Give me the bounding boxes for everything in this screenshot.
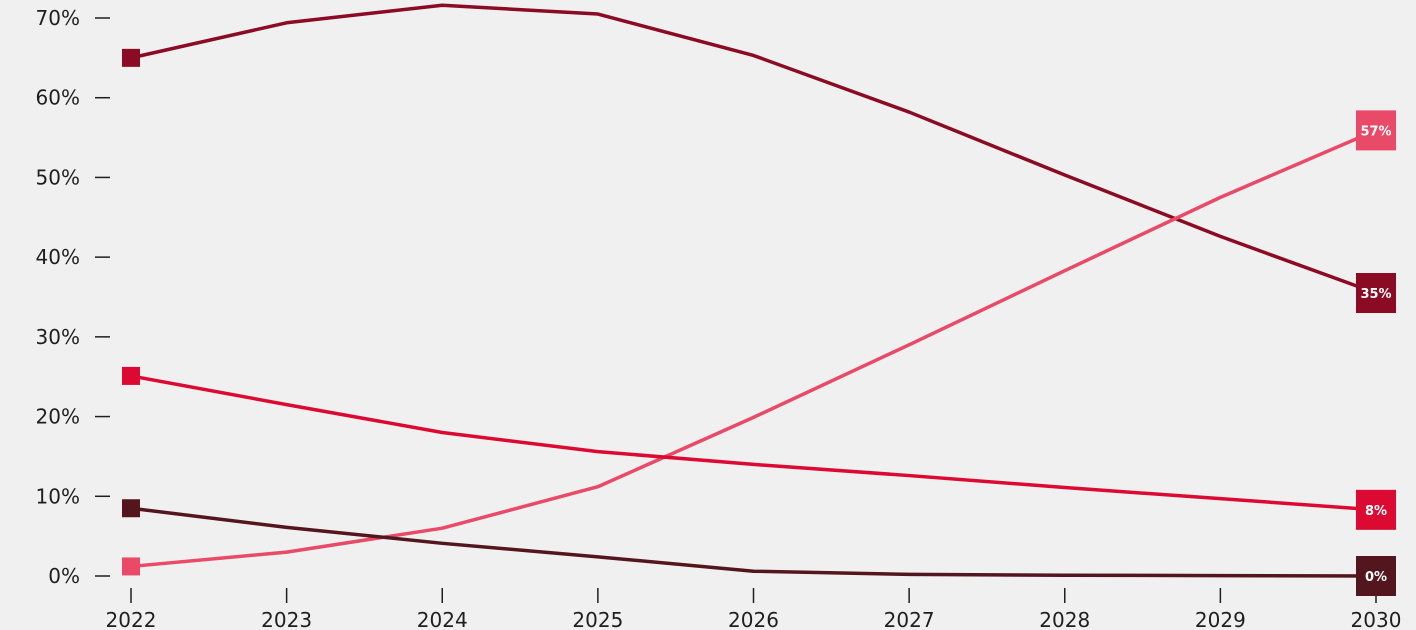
x-tick-label: 2023	[261, 608, 312, 630]
series-line-4	[131, 508, 1376, 576]
series-start-marker	[122, 557, 140, 575]
end-label-layer: 35% 57% 8% 0%	[1356, 110, 1396, 596]
end-value-label: 8%	[1365, 504, 1387, 519]
series-line-1	[131, 5, 1376, 293]
series-start-marker	[122, 367, 140, 385]
x-tick-label: 2030	[1351, 608, 1402, 630]
x-tick-label: 2026	[728, 608, 779, 630]
x-tick-label: 2028	[1039, 608, 1090, 630]
y-tick-label: 70%	[36, 6, 80, 30]
x-tick-label: 2022	[106, 608, 157, 630]
y-tick-label: 0%	[48, 564, 80, 588]
series-layer	[122, 5, 1376, 576]
end-value-badge: 0%	[1356, 556, 1396, 596]
y-tick-label: 10%	[36, 484, 80, 508]
end-value-badge: 8%	[1356, 490, 1396, 530]
y-tick-label: 50%	[36, 165, 80, 189]
x-tick-label: 2025	[572, 608, 623, 630]
x-axis: 2022 2023 2024 2025 2026 2027 2028 2029 2030	[106, 588, 1402, 630]
y-tick-label: 30%	[36, 325, 80, 349]
series-line-3	[131, 376, 1376, 510]
x-tick-label: 2027	[884, 608, 935, 630]
end-value-label: 35%	[1360, 287, 1391, 302]
end-value-badge: 57%	[1356, 110, 1396, 150]
x-tick-label: 2029	[1195, 608, 1246, 630]
series-line-2	[131, 130, 1376, 566]
end-value-label: 57%	[1360, 124, 1391, 139]
end-value-label: 0%	[1365, 570, 1387, 585]
end-value-badge: 35%	[1356, 273, 1396, 313]
y-tick-label: 20%	[36, 405, 80, 429]
x-tick-label: 2024	[417, 608, 468, 630]
series-start-marker	[122, 49, 140, 67]
series-start-marker	[122, 499, 140, 517]
y-axis: 0% 10% 20% 30% 40% 50% 60% 70%	[36, 6, 110, 588]
y-tick-label: 60%	[36, 86, 80, 110]
y-tick-label: 40%	[36, 245, 80, 269]
